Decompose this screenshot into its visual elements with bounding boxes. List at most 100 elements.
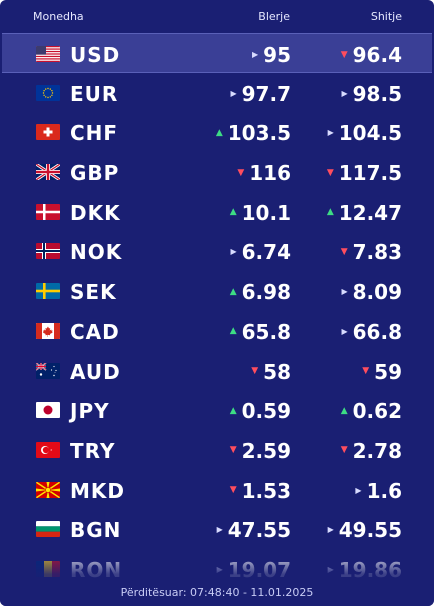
trend-neutral-icon: ▶: [341, 88, 348, 98]
rate-row-eur[interactable]: EUR ▶ 97.7 ▶ 98.5: [0, 73, 434, 113]
sell-rate: ▼ 2.78: [341, 439, 402, 463]
trend-neutral-icon: ▶: [252, 50, 259, 59]
rate-row-try[interactable]: TRY ▼ 2.59 ▼ 2.78: [0, 430, 434, 470]
sell-value: 49.55: [338, 518, 402, 543]
rate-row-mkd[interactable]: MKD ▼ 1.53 ▶ 1.6: [0, 470, 434, 510]
trend-neutral-icon: ▶: [230, 247, 237, 257]
ch-flag-icon: [36, 124, 60, 141]
currency-code: GBP: [70, 161, 120, 186]
buy-rate: ▼ 1.53: [230, 479, 291, 503]
sell-rate: ▼ 117.5: [327, 161, 402, 185]
sell-rate: ▼ 96.4: [341, 43, 402, 67]
trend-up-icon: ▲: [229, 286, 237, 297]
trend-neutral-icon: ▶: [216, 525, 223, 535]
buy-value: 0.59: [241, 399, 291, 424]
buy-rate: ▶ 47.55: [217, 518, 291, 542]
trend-up-icon: ▲: [215, 127, 223, 138]
jp-flag-icon: [36, 402, 60, 419]
buy-rate: ▲ 10.1: [230, 201, 291, 225]
currency-code: EUR: [70, 81, 119, 106]
sell-rate: ▶ 66.8: [341, 320, 402, 344]
sell-value: 12.47: [338, 200, 402, 225]
currency-code: USD: [70, 43, 121, 67]
buy-rate: ▶ 97.7: [230, 82, 291, 106]
buy-value: 1.53: [241, 478, 291, 503]
sell-value: 59: [374, 359, 402, 384]
trend-neutral-icon: ▶: [341, 326, 348, 336]
trend-down-icon: ▼: [340, 445, 348, 456]
sell-value: 96.4: [352, 43, 402, 67]
trend-down-icon: ▼: [362, 366, 370, 376]
buy-value: 97.7: [241, 81, 291, 106]
rate-row-cad[interactable]: CAD ▲ 65.8 ▶ 66.8: [0, 311, 434, 351]
currency-code: SEK: [70, 280, 117, 305]
trend-down-icon: ▼: [340, 49, 348, 60]
trend-neutral-icon: ▶: [355, 485, 362, 495]
sell-value: 2.78: [352, 438, 402, 463]
rate-row-dkk[interactable]: DKK ▲ 10.1 ▲ 12.47: [0, 192, 434, 232]
au-flag-icon: [36, 362, 60, 379]
currency-code: AUD: [70, 359, 121, 384]
rates-list: USD ▶ 95 ▼ 96.4 EUR ▶ 97.7 ▶ 98.5 CHF ▲ 103.5 ▶ 104.5 G…: [0, 33, 434, 589]
bottom-fade: [0, 548, 434, 606]
last-updated: Përditësuar: 07:48:40 - 11.01.2025: [120, 586, 314, 599]
rate-row-gbp[interactable]: GBP ▼ 116 ▼ 117.5: [0, 152, 434, 192]
buy-column-header: Blerje: [258, 10, 290, 23]
buy-value: 6.98: [241, 280, 291, 305]
buy-rate: ▲ 103.5: [216, 121, 291, 145]
buy-rate: ▲ 0.59: [230, 399, 291, 423]
currency-code: CAD: [70, 319, 120, 344]
mk-flag-icon: [36, 481, 60, 498]
rate-row-nok[interactable]: NOK ▶ 6.74 ▼ 7.83: [0, 231, 434, 271]
gb-flag-icon: [36, 164, 60, 181]
rate-row-usd[interactable]: USD ▶ 95 ▼ 96.4: [2, 33, 432, 73]
buy-value: 103.5: [227, 121, 291, 146]
currency-code: NOK: [70, 240, 123, 265]
trend-down-icon: ▼: [229, 445, 237, 456]
sell-rate: ▲ 0.62: [341, 399, 402, 423]
buy-rate: ▲ 6.98: [230, 280, 291, 304]
currency-column-header: Monedha: [33, 10, 84, 23]
sell-value: 98.5: [352, 81, 402, 106]
buy-rate: ▼ 116: [237, 161, 291, 185]
rate-row-chf[interactable]: CHF ▲ 103.5 ▶ 104.5: [0, 112, 434, 152]
rate-row-bgn[interactable]: BGN ▶ 47.55 ▶ 49.55: [0, 509, 434, 549]
eu-flag-icon: [36, 84, 60, 101]
currency-code: MKD: [70, 478, 126, 503]
trend-up-icon: ▲: [340, 405, 348, 416]
buy-rate: ▼ 58: [251, 360, 291, 384]
trend-neutral-icon: ▶: [327, 128, 334, 138]
trend-up-icon: ▲: [229, 207, 237, 218]
buy-value: 10.1: [241, 200, 291, 225]
sell-value: 7.83: [352, 240, 402, 265]
trend-neutral-icon: ▶: [327, 525, 334, 535]
dk-flag-icon: [36, 203, 60, 220]
sell-rate: ▲ 12.47: [327, 201, 402, 225]
currency-code: JPY: [70, 399, 110, 424]
rate-row-jpy[interactable]: JPY ▲ 0.59 ▲ 0.62: [0, 390, 434, 430]
currency-code: CHF: [70, 121, 119, 146]
se-flag-icon: [36, 283, 60, 300]
sell-value: 8.09: [352, 280, 402, 305]
buy-rate: ▼ 2.59: [230, 439, 291, 463]
sell-rate: ▶ 1.6: [355, 479, 402, 503]
sell-rate: ▶ 104.5: [328, 121, 402, 145]
trend-down-icon: ▼: [237, 167, 245, 178]
trend-up-icon: ▲: [229, 405, 237, 416]
rate-row-sek[interactable]: SEK ▲ 6.98 ▶ 8.09: [0, 271, 434, 311]
buy-rate: ▲ 65.8: [230, 320, 291, 344]
trend-down-icon: ▼: [340, 246, 348, 257]
buy-value: 2.59: [241, 438, 291, 463]
trend-down-icon: ▼: [229, 485, 237, 496]
buy-rate: ▶ 6.74: [230, 240, 291, 264]
sell-rate: ▶ 98.5: [341, 82, 402, 106]
trend-up-icon: ▲: [229, 326, 237, 337]
ca-flag-icon: [36, 322, 60, 339]
sell-rate: ▼ 7.83: [341, 240, 402, 264]
trend-up-icon: ▲: [326, 207, 334, 218]
sell-value: 66.8: [352, 319, 402, 344]
rate-row-aud[interactable]: AUD ▼ 58 ▼ 59: [0, 351, 434, 391]
buy-value: 47.55: [227, 518, 291, 543]
buy-value: 6.74: [241, 240, 291, 265]
